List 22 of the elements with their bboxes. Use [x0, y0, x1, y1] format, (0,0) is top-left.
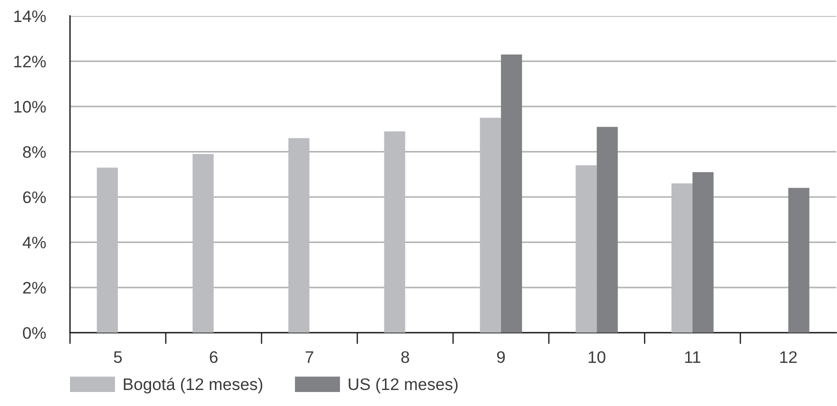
y-tick-label: 10% — [14, 100, 46, 113]
x-tick-label: 12 — [780, 351, 797, 363]
x-tick-label: 9 — [497, 351, 505, 363]
bar — [596, 126, 618, 333]
y-tick-label: 6% — [23, 191, 46, 204]
bar — [500, 54, 522, 333]
legend-label: US (12 meses) — [348, 378, 458, 394]
y-tick-label: 12% — [14, 56, 46, 68]
y-tick-label: 8% — [23, 146, 46, 158]
y-tick-label: 0% — [22, 327, 46, 339]
x-tick-label: 7 — [306, 351, 314, 363]
y-tick-label: 4% — [22, 236, 46, 248]
bar — [788, 188, 810, 333]
x-tick-label: 10 — [588, 351, 606, 363]
legend-label: Bogotá (12 meses) — [124, 378, 262, 394]
x-tick-label: 11 — [685, 351, 700, 363]
x-tick-label: 8 — [401, 351, 410, 363]
x-tick-label: 5 — [114, 351, 122, 363]
y-tick-label: 2% — [23, 282, 46, 294]
bar — [692, 172, 714, 333]
y-tick-label: 14% — [14, 10, 46, 22]
x-tick-label: 6 — [210, 351, 218, 363]
